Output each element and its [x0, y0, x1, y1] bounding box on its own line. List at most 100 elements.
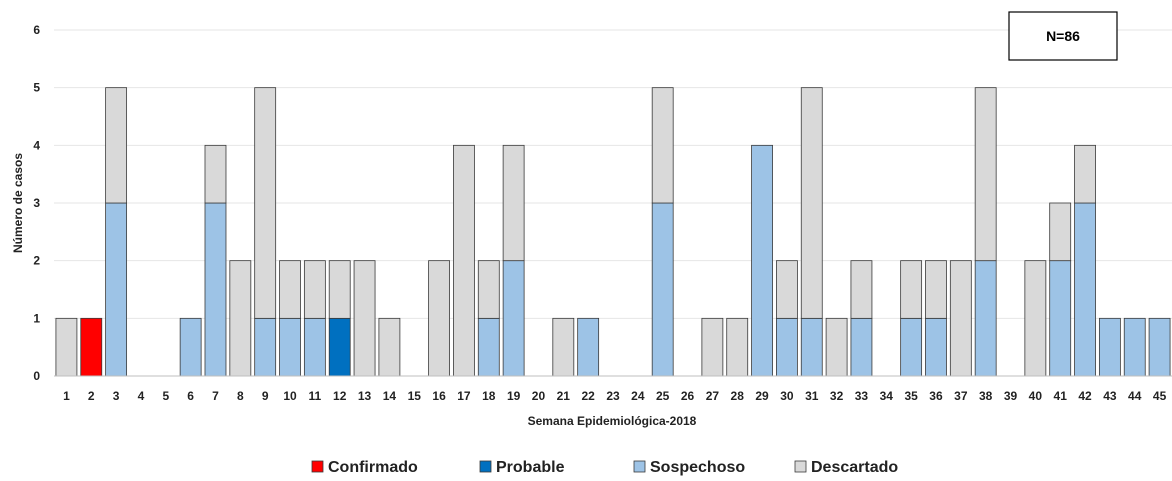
x-tick-label: 36	[929, 389, 943, 403]
x-tick-label: 23	[606, 389, 620, 403]
legend-label-probable: Probable	[496, 459, 565, 476]
legend-swatch-confirmado	[311, 460, 324, 473]
x-tick-label: 19	[507, 389, 521, 403]
x-tick-label: 41	[1054, 389, 1068, 403]
x-tick-label: 33	[855, 389, 869, 403]
bar-week-28-descartado	[726, 317, 749, 377]
bar-week-10-descartado	[279, 260, 301, 319]
x-tick-label: 7	[212, 389, 219, 403]
x-tick-label: 3	[113, 389, 120, 403]
bar-week-30-sospechoso	[776, 317, 798, 377]
x-axis-title: Semana Epidemiológica-2018	[528, 414, 697, 428]
bar-week-32-descartado	[825, 317, 848, 377]
x-tick-label: 31	[805, 389, 819, 403]
x-tick-label: 44	[1128, 389, 1142, 403]
bar-week-7-descartado	[204, 144, 227, 204]
bar-week-25-descartado	[651, 87, 674, 204]
bar-week-38-sospechoso	[974, 260, 997, 377]
x-tick-label: 4	[138, 389, 145, 403]
y-tick-label: 1	[33, 311, 40, 325]
bar-week-3-sospechoso	[105, 202, 128, 377]
bar-week-18-sospechoso	[477, 317, 500, 377]
bar-week-1-descartado	[55, 317, 78, 377]
y-tick-label: 4	[33, 138, 40, 152]
bar-week-8-descartado	[229, 260, 252, 377]
bar-week-21-descartado	[552, 317, 575, 377]
x-tick-label: 12	[333, 389, 347, 403]
bar-week-38-descartado	[974, 87, 997, 262]
bar-week-43-sospechoso	[1098, 317, 1121, 377]
x-tick-label: 39	[1004, 389, 1018, 403]
y-tick-label: 2	[33, 254, 40, 268]
x-tick-label: 10	[283, 389, 297, 403]
x-tick-label: 20	[532, 389, 546, 403]
y-tick-label: 5	[33, 81, 40, 95]
bar-week-44-sospechoso	[1123, 317, 1146, 377]
legend-swatch-probable	[479, 460, 492, 473]
x-tick-label: 18	[482, 389, 496, 403]
n-annotation-text: N=86	[1046, 28, 1080, 44]
y-tick-label: 6	[33, 23, 40, 37]
x-tick-label: 13	[358, 389, 372, 403]
x-tick-label: 38	[979, 389, 993, 403]
legend-label-confirmado: Confirmado	[328, 459, 418, 476]
x-tick-label: 9	[262, 389, 269, 403]
x-tick-label: 40	[1029, 389, 1043, 403]
legend: Confirmado Probable Sospechoso Descartado	[311, 459, 898, 476]
bar-week-10-sospechoso	[279, 317, 301, 377]
x-tick-label: 45	[1153, 389, 1167, 403]
x-tick-label: 8	[237, 389, 244, 403]
bar-week-35-sospechoso	[900, 317, 923, 377]
x-tick-label: 27	[706, 389, 720, 403]
x-tick-label: 11	[309, 389, 322, 403]
x-tick-label: 25	[656, 389, 670, 403]
x-tick-label: 34	[880, 389, 894, 403]
x-tick-label: 14	[383, 389, 397, 403]
x-tick-label: 30	[780, 389, 794, 403]
x-tick-label: 21	[557, 389, 571, 403]
bar-week-19-sospechoso	[502, 260, 525, 377]
bar-week-25-sospechoso	[651, 202, 674, 377]
bar-week-9-descartado	[254, 87, 277, 319]
bar-week-40-descartado	[1024, 260, 1047, 377]
bar-week-35-descartado	[900, 260, 923, 319]
bar-week-16-descartado	[428, 260, 450, 377]
bar-week-31-descartado	[800, 87, 823, 319]
bar-week-12-probable	[328, 317, 351, 377]
x-tick-label: 17	[457, 389, 471, 403]
x-tick-label: 26	[681, 389, 695, 403]
legend-swatch-sospechoso	[633, 460, 646, 473]
bar-week-37-descartado	[949, 260, 972, 377]
bar-week-19-descartado	[502, 144, 525, 262]
bar-week-29-sospechoso	[751, 144, 773, 377]
bar-week-17-descartado	[453, 144, 475, 377]
bar-week-18-descartado	[477, 260, 500, 319]
y-tick-label: 0	[33, 369, 40, 383]
x-tick-label: 22	[581, 389, 595, 403]
bar-week-41-sospechoso	[1049, 260, 1072, 377]
x-tick-label: 15	[408, 389, 422, 403]
x-tick-label: 28	[731, 389, 745, 403]
legend-label-sospechoso: Sospechoso	[650, 459, 745, 476]
x-tick-label: 1	[63, 389, 70, 403]
x-tick-label: 6	[187, 389, 194, 403]
bar-week-22-sospechoso	[577, 317, 600, 377]
y-axis-ticks: 0 1 2 3 4 5 6	[33, 23, 40, 383]
bar-week-27-descartado	[701, 317, 724, 377]
bar-week-33-descartado	[850, 260, 873, 319]
y-axis-title: Número de casos	[11, 153, 25, 253]
bar-week-45-sospechoso	[1148, 317, 1171, 377]
x-tick-label: 5	[162, 389, 169, 403]
y-tick-label: 3	[33, 196, 40, 210]
bar-week-30-descartado	[776, 260, 798, 319]
bar-week-42-sospechoso	[1074, 202, 1096, 377]
legend-label-descartado: Descartado	[811, 459, 898, 476]
bar-week-7-sospechoso	[204, 202, 227, 377]
x-tick-label: 32	[830, 389, 844, 403]
bar-week-14-descartado	[378, 317, 401, 377]
bar-week-36-descartado	[925, 260, 947, 319]
bars	[55, 87, 1171, 377]
x-tick-label: 2	[88, 389, 95, 403]
x-tick-label: 29	[755, 389, 769, 403]
x-tick-label: 37	[954, 389, 968, 403]
